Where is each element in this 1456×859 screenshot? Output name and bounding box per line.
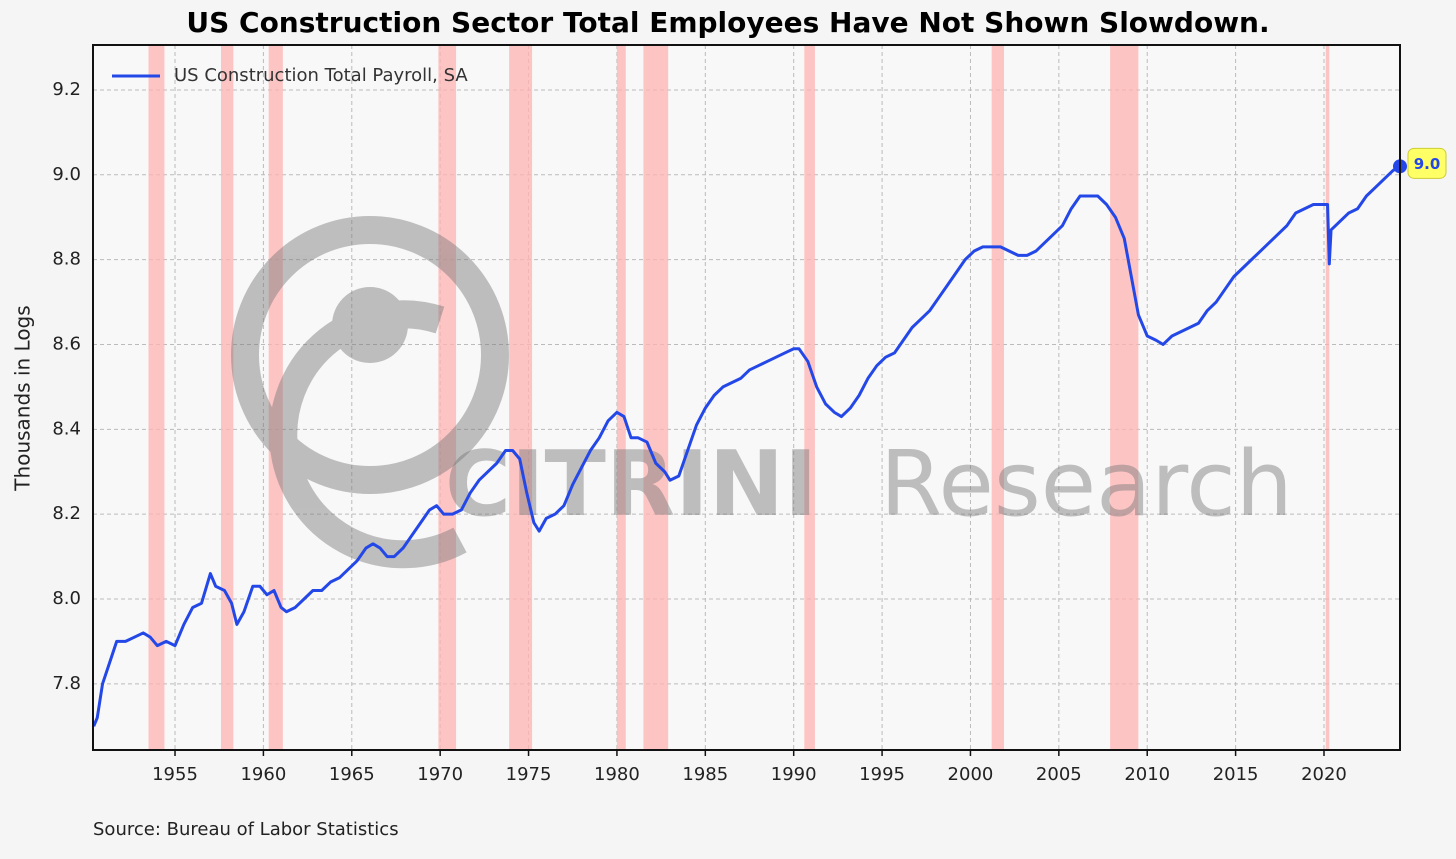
watermark	[231, 216, 509, 569]
x-tick-label: 1985	[682, 764, 728, 785]
x-tick-label: 1975	[506, 764, 552, 785]
series-line	[92, 165, 1401, 727]
watermark-bold: CITRINI	[445, 432, 818, 537]
plot-frame	[92, 44, 1401, 751]
y-tick-label: 8.8	[52, 249, 81, 270]
x-tick-label: 1960	[240, 764, 286, 785]
recession-band	[643, 45, 669, 750]
watermark-body	[269, 300, 467, 569]
watermark-ring	[231, 216, 509, 494]
chart-title: US Construction Sector Total Employees H…	[186, 6, 1269, 39]
x-tick-label: 2005	[1036, 764, 1082, 785]
legend-label: US Construction Total Payroll, SA	[174, 65, 468, 86]
y-tick-label: 9.2	[52, 79, 81, 100]
recession-band	[148, 45, 165, 750]
y-axis-label: Thousands in Logs	[11, 305, 35, 491]
recession-band	[220, 45, 234, 750]
recession-band	[991, 45, 1005, 750]
y-tick-label: 7.8	[52, 673, 81, 694]
recession-band	[268, 45, 283, 750]
x-tick-label: 1980	[594, 764, 640, 785]
watermark-head	[332, 287, 408, 363]
recession-band	[438, 45, 457, 750]
plot-area	[93, 45, 1400, 750]
y-tick-label: 8.0	[52, 588, 81, 609]
x-tick-label: 2015	[1213, 764, 1259, 785]
x-tick-label: 1965	[329, 764, 375, 785]
recession-band	[804, 45, 815, 750]
recession-band	[616, 45, 626, 750]
watermark-light: Research	[880, 432, 1293, 537]
recession-band	[509, 45, 533, 750]
recessions	[148, 45, 1330, 750]
y-tick-label: 8.4	[52, 418, 81, 439]
x-tick-label: 2020	[1301, 764, 1347, 785]
source-note: Source: Bureau of Labor Statistics	[93, 819, 399, 840]
x-tick-label: 1995	[859, 764, 905, 785]
recession-band	[1325, 45, 1330, 750]
x-tick-label: 1970	[417, 764, 463, 785]
end-label-box	[1407, 147, 1447, 179]
recession-band	[1110, 45, 1139, 750]
x-tick-label: 1990	[771, 764, 817, 785]
x-tick-label: 2000	[948, 764, 994, 785]
x-tick-label: 1955	[152, 764, 198, 785]
end-label: 9.0	[1414, 155, 1441, 173]
x-tick-label: 2010	[1124, 764, 1170, 785]
y-tick-label: 8.6	[52, 333, 81, 354]
y-tick-label: 9.0	[52, 164, 81, 185]
y-tick-label: 8.2	[52, 503, 81, 524]
